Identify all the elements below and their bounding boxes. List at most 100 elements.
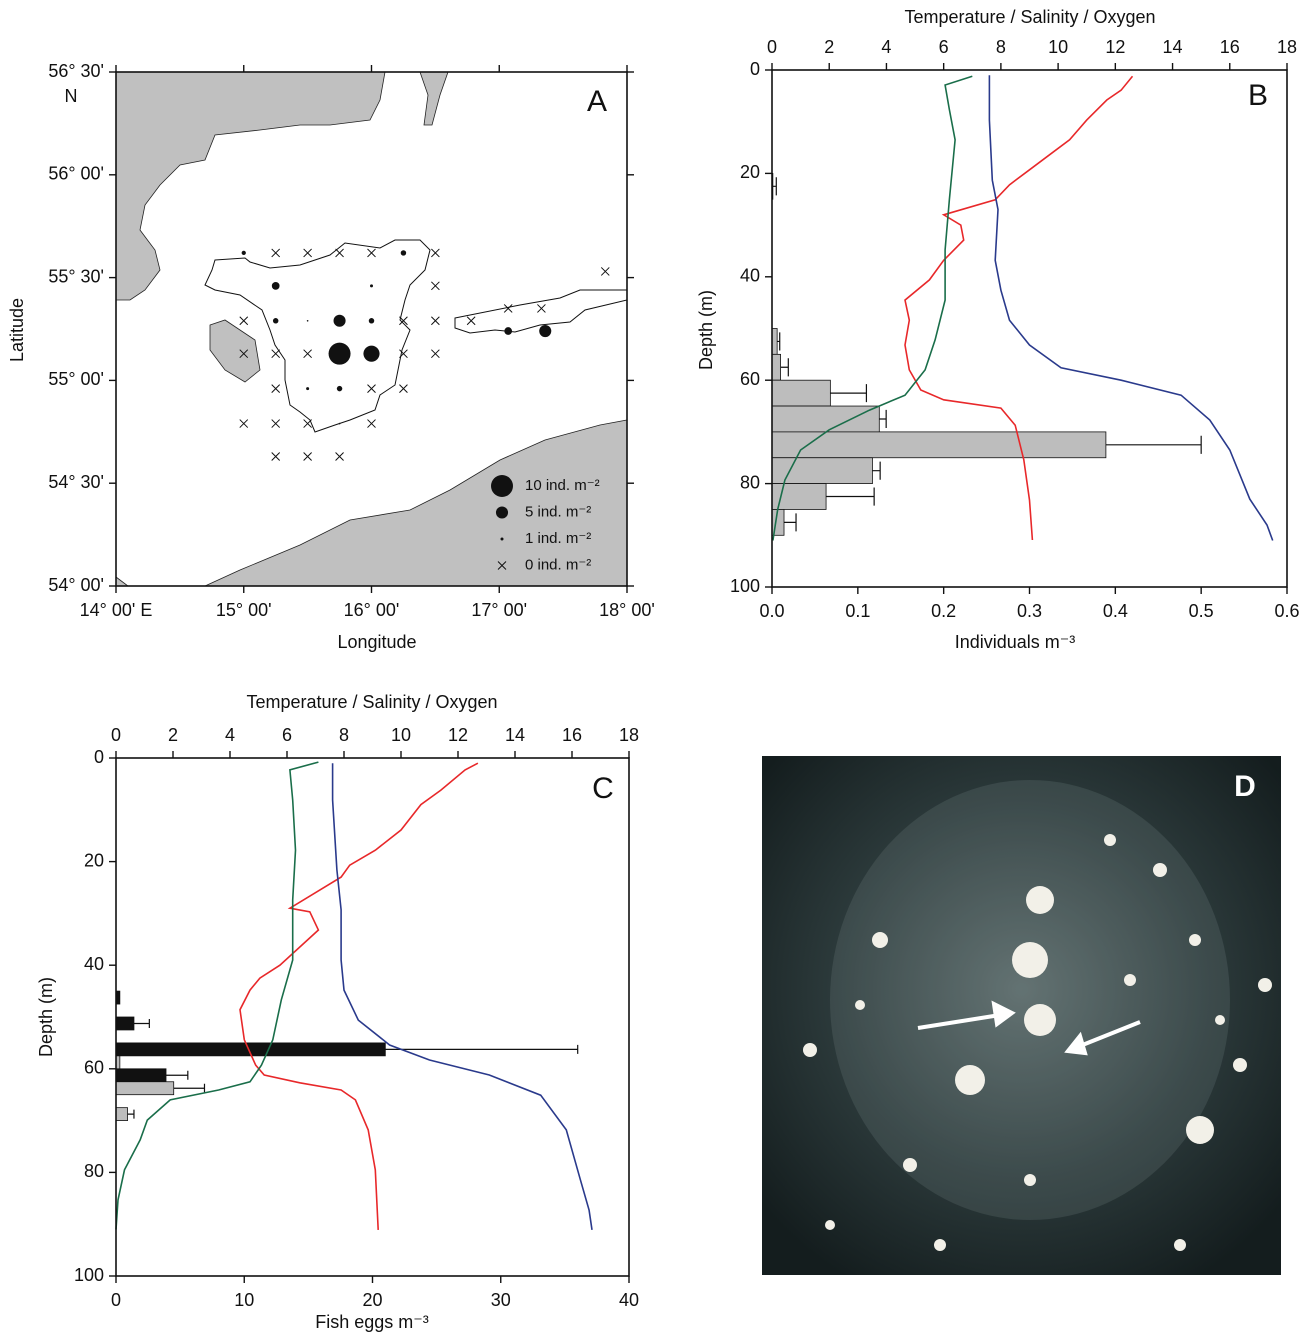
y-tick-label: 20 <box>84 850 104 870</box>
station <box>241 250 246 256</box>
y-tick-label: 0 <box>94 747 104 767</box>
station <box>239 349 249 359</box>
x2-tick-label: 14 <box>505 725 525 745</box>
station <box>271 248 281 258</box>
station <box>336 385 343 392</box>
bar <box>115 1107 128 1122</box>
station <box>504 327 513 335</box>
station <box>363 345 380 362</box>
station <box>431 316 440 326</box>
x2-tick-label: 6 <box>282 725 292 745</box>
y-tick-label: 54° 30' <box>48 472 104 492</box>
x2-tick-label: 14 <box>1163 37 1183 57</box>
y-tick-label: 55° 00' <box>48 369 104 389</box>
legend-label: 1 ind. m⁻² <box>525 530 591 547</box>
station <box>367 248 376 258</box>
panel-label: B <box>1248 79 1268 112</box>
x2-tick-label: 18 <box>619 725 639 745</box>
bar <box>771 379 831 407</box>
station <box>271 281 280 290</box>
panel-label: A <box>587 85 607 118</box>
station <box>272 318 279 324</box>
legend-marker <box>500 537 504 541</box>
x-axis-title: Individuals m⁻³ <box>955 632 1076 652</box>
y-tick-label: 100 <box>74 1265 104 1285</box>
isobath <box>204 239 628 433</box>
error-bar <box>166 1070 189 1080</box>
y-axis-title: Depth (m) <box>696 290 716 370</box>
x2-tick-label: 4 <box>225 725 235 745</box>
x2-tick-label: 10 <box>391 725 411 745</box>
x-axis-title: Longitude <box>337 632 416 652</box>
plot-frame <box>115 71 628 587</box>
y-tick-label: 56° 00' <box>48 164 104 184</box>
error-bar <box>780 358 789 377</box>
map-land <box>115 71 628 587</box>
x2-tick-label: 8 <box>996 37 1006 57</box>
legend-marker <box>495 506 509 519</box>
x-tick-label: 15° 00' <box>216 600 272 620</box>
bar <box>771 457 873 485</box>
station <box>431 281 440 291</box>
x-tick-label: 0.6 <box>1274 601 1299 621</box>
x-tick-label: 14° 00' E <box>80 600 153 620</box>
station <box>306 319 309 322</box>
x-tick-label: 18° 00' <box>599 600 655 620</box>
y-tick-label: 40 <box>84 954 104 974</box>
station <box>328 342 351 365</box>
error-bar <box>879 409 887 429</box>
x-tick-label: 20 <box>362 1290 382 1310</box>
x2-tick-label: 12 <box>1105 37 1125 57</box>
station <box>303 349 312 359</box>
x2-tick-label: 0 <box>111 725 121 745</box>
x2-tick-label: 4 <box>881 37 891 57</box>
station <box>537 304 546 313</box>
station <box>303 248 312 258</box>
station <box>303 419 312 428</box>
station <box>399 316 408 326</box>
station <box>367 384 376 393</box>
x-tick-label: 0.1 <box>845 601 870 621</box>
y-axis-title: Depth (m) <box>36 977 56 1057</box>
bar <box>771 431 1107 459</box>
x2-tick-label: 0 <box>767 37 777 57</box>
error-bar <box>173 1083 206 1093</box>
station <box>503 304 513 313</box>
x2-tick-label: 10 <box>1048 37 1068 57</box>
profile-line <box>988 75 1274 541</box>
error-bar <box>826 487 875 506</box>
station <box>335 248 344 258</box>
error-bar <box>872 461 881 480</box>
y-tick-label: 0 <box>750 59 760 79</box>
error-bar <box>784 513 797 532</box>
station <box>333 314 346 327</box>
profile-line <box>115 761 319 1230</box>
x-tick-label: 10 <box>234 1290 254 1310</box>
station <box>303 452 312 461</box>
x-tick-label: 0 <box>111 1290 121 1310</box>
station <box>600 267 610 276</box>
panel-label: C <box>592 772 614 805</box>
station <box>271 349 281 359</box>
bar <box>115 1016 135 1031</box>
x2-axis-title: Temperature / Salinity / Oxygen <box>246 692 497 712</box>
error-bar <box>1105 435 1202 454</box>
station <box>306 387 310 391</box>
station <box>399 384 408 393</box>
error-bar <box>385 1044 579 1054</box>
y-tick-label: 56° 30' <box>48 61 104 81</box>
error-bar <box>772 177 777 196</box>
station <box>539 325 552 338</box>
station <box>431 349 440 359</box>
legend-label: 5 ind. m⁻² <box>525 503 591 520</box>
station <box>239 419 249 428</box>
x2-tick-label: 2 <box>168 725 178 745</box>
x2-tick-label: 6 <box>939 37 949 57</box>
station <box>338 422 341 425</box>
station <box>271 384 281 393</box>
station <box>370 284 373 288</box>
legend-label: 0 ind. m⁻² <box>525 556 591 573</box>
y-tick-label: 80 <box>740 472 760 492</box>
x2-tick-label: 18 <box>1277 37 1297 57</box>
